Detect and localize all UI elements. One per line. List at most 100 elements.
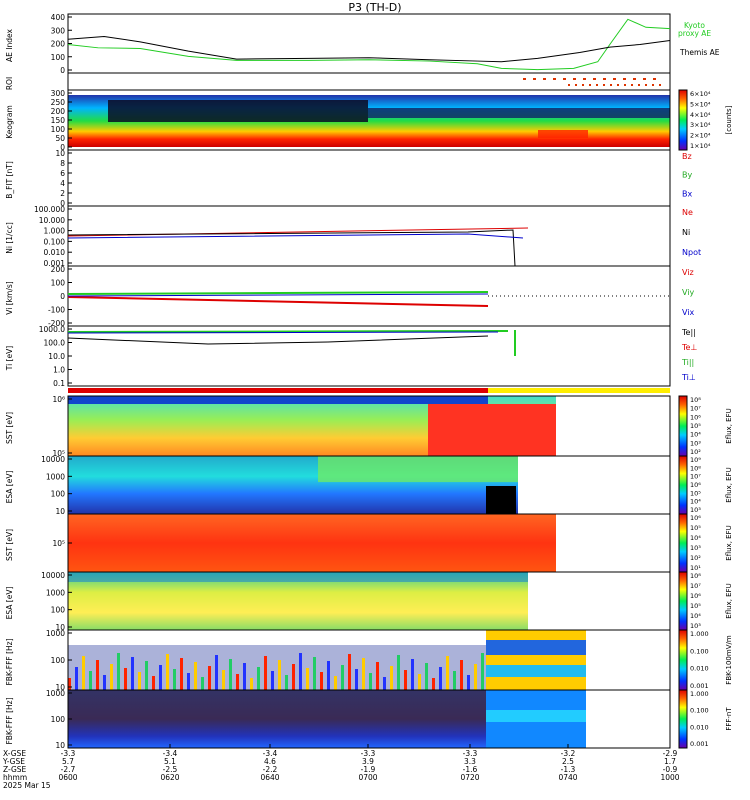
fbk-e-bar <box>138 672 141 690</box>
x-tick-label: 0600 <box>58 773 77 782</box>
y-tick-label: 1000 <box>46 472 65 481</box>
roi-mark <box>624 84 626 86</box>
panel-esai: 10000 1000 100 10 ESA [eV] 10⁸ 10⁷ 10⁶ 10⁵ 10⁴ 10³… <box>5 571 733 632</box>
footer-row-label: 2025 Mar 15 <box>3 781 51 790</box>
y-tick-label: 100.000 <box>34 205 65 214</box>
y-axis-label: B_FIT [nT] <box>5 161 14 199</box>
colorbar-tick: 10⁹ <box>690 456 701 464</box>
footer-row-label: hhmm <box>3 773 27 782</box>
mode-bar-red <box>68 388 488 393</box>
fbk-e-bar <box>341 665 344 690</box>
y-tick-label: 150 <box>51 116 66 125</box>
colorbar-label: Eflux, EFU <box>725 525 733 560</box>
x-tick-label: 3.9 <box>362 757 374 766</box>
roi-mark <box>645 84 647 86</box>
legend-entry: By <box>682 171 692 180</box>
roi-mark <box>553 78 556 80</box>
colorbar-label: Eflux, EFU <box>725 583 733 618</box>
colorbar-tick: 0.001 <box>690 682 709 690</box>
colorbar-tick: 10³ <box>690 439 701 447</box>
y-tick-label: 300 <box>51 26 66 35</box>
y-axis-label: Vi [km/s] <box>5 281 14 314</box>
roi-mark <box>575 84 577 86</box>
x-tick-label: -1.9 <box>361 765 376 774</box>
fbk-e-bar <box>117 653 120 690</box>
colorbar-tick: 10⁷ <box>690 582 701 590</box>
x-tick-label: -1.6 <box>463 765 478 774</box>
y-tick-label: 100 <box>51 715 66 724</box>
y-tick-label: -100 <box>48 306 65 315</box>
fbk-e-bar <box>460 660 463 690</box>
y-axis-label: FBK-FFF [Hz] <box>5 638 14 685</box>
panel-fffe: 1000 100 10 FBK-FFF [Hz] 1.000 0.100 0.010 0.00… <box>5 629 733 692</box>
y-axis-label: ROI <box>5 77 14 90</box>
sst-e-red-block <box>428 404 556 456</box>
y-tick-label: 0.001 <box>44 259 66 268</box>
x-tick-label: 1.7 <box>664 757 676 766</box>
y-tick-label: 50 <box>55 134 65 143</box>
y-tick-label: 0.1 <box>53 379 65 388</box>
roi-mark <box>631 84 633 86</box>
y-tick-label: 10⁵ <box>52 539 65 548</box>
x-tick-label: -3.3 <box>61 749 76 758</box>
legend-entry: Te⊥ <box>681 343 697 352</box>
fbk-e-bar <box>432 678 435 690</box>
y-tick-label: 100 <box>51 279 66 288</box>
y-tick-label: 0 <box>60 143 65 152</box>
fbk-e-bar <box>187 673 190 690</box>
y-tick-label: 10.000 <box>39 216 65 225</box>
fbk-e-bar <box>215 655 218 690</box>
y-tick-label: 200 <box>51 40 66 49</box>
x-tick-label: -3.3 <box>463 749 478 758</box>
colorbar-tick: 10⁶ <box>690 413 701 421</box>
fbk-e-bar <box>278 660 281 690</box>
fbk-e-bar <box>208 666 211 690</box>
y-tick-label: 100 <box>51 125 66 134</box>
roi-mark <box>523 78 526 80</box>
y-tick-label: 200 <box>51 107 66 116</box>
fbk-e-bar <box>131 657 134 690</box>
panel-esae: 10000 1000 100 10 ESA [eV] 10⁹10⁸10⁷10⁶10⁵10⁴… <box>5 455 733 516</box>
y-axis-label: FBK-FFF [Hz] <box>5 697 14 744</box>
colorbar-tick: 5×10⁴ <box>690 100 711 108</box>
colorbar <box>678 689 688 749</box>
roi-mark <box>533 78 536 80</box>
fbk-e-bar <box>222 670 225 690</box>
fbk-e-bar <box>82 656 85 690</box>
fbk-e-bar <box>467 675 470 690</box>
esa-i-top <box>68 572 528 582</box>
fbk-e-bar <box>397 655 400 690</box>
colorbar-tick: 10⁸ <box>690 572 701 580</box>
fbk-e-bar <box>180 658 183 690</box>
roi-mark <box>543 78 546 80</box>
y-tick-label: 2 <box>60 189 65 198</box>
x-tick-label: 0740 <box>558 773 577 782</box>
fbk-e-bar <box>313 657 316 690</box>
fbk-e-bar <box>89 671 92 690</box>
legend-entry: Ti|| <box>681 358 694 367</box>
roi-mark <box>596 84 598 86</box>
fbk-e-block-band <box>486 640 586 655</box>
colorbar-tick: 10⁴ <box>690 612 701 620</box>
y-tick-label: 1000 <box>46 689 65 698</box>
y-tick-label: 0 <box>60 66 65 75</box>
colorbar-label: [counts] <box>725 105 733 134</box>
colorbar <box>678 629 688 691</box>
x-tick-label: -1.3 <box>561 765 576 774</box>
colorbar-tick: 10³ <box>690 622 701 630</box>
fbk-e-bar <box>201 677 204 690</box>
legend-kyoto-2: proxy AE <box>678 29 711 38</box>
y-tick-label: 4 <box>60 179 65 188</box>
panel-frame-bfit <box>67 149 671 207</box>
fbk-e-bar <box>348 654 351 690</box>
x-tick-label: 0720 <box>460 773 479 782</box>
vix-line <box>67 293 489 297</box>
fbk-e-bar <box>292 664 295 690</box>
y-tick-label: 100 <box>51 53 66 62</box>
colorbar <box>678 395 688 457</box>
roi-mark <box>573 78 576 80</box>
colorbar-tick: 10⁸ <box>690 464 701 472</box>
fbk-e-bar <box>166 654 169 690</box>
colorbar-tick: 10³ <box>690 544 701 552</box>
